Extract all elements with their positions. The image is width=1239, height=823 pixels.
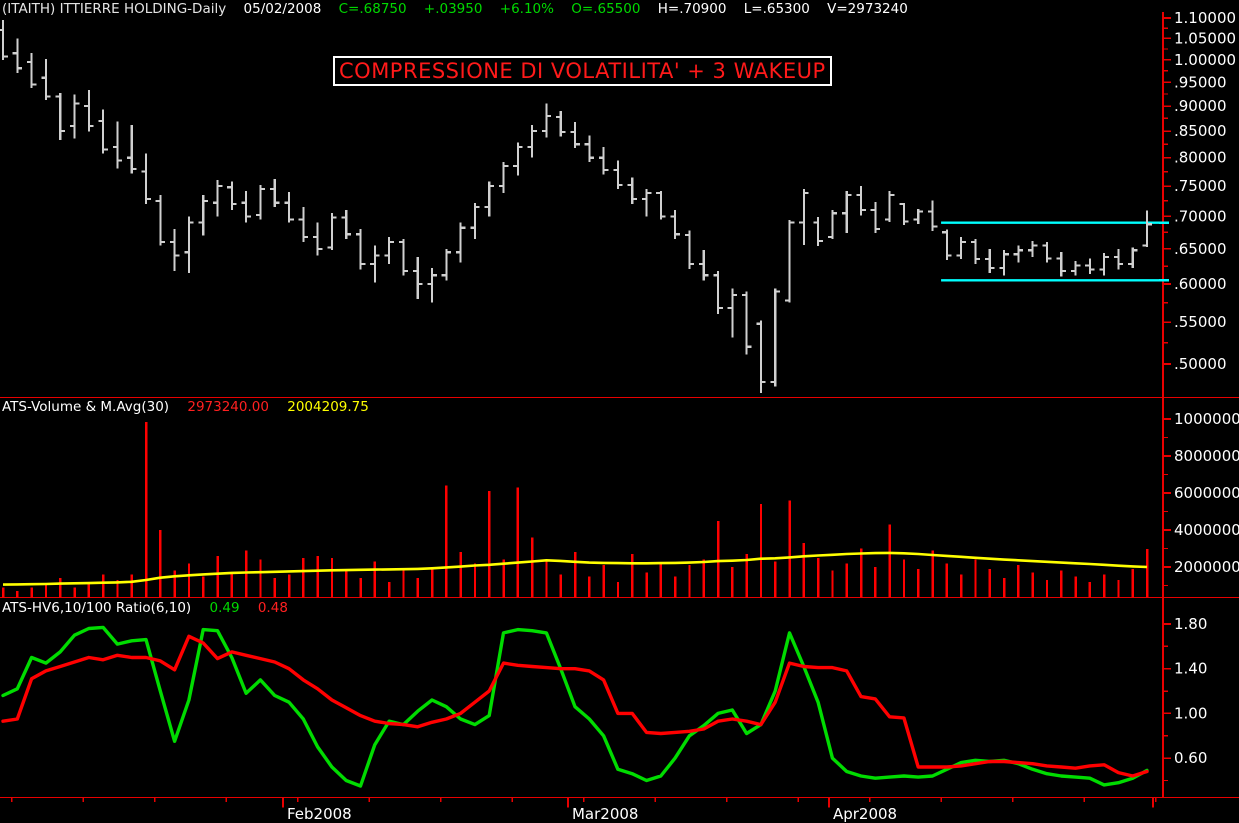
svg-text:4000000: 4000000 xyxy=(1174,521,1239,539)
svg-text:1.10000: 1.10000 xyxy=(1174,9,1236,27)
svg-text:.50000: .50000 xyxy=(1174,355,1227,373)
volume-ma-value: 2004209.75 xyxy=(287,399,369,415)
svg-text:8000000: 8000000 xyxy=(1174,447,1239,465)
volume-pane-title: ATS-Volume & M.Avg(30) xyxy=(2,399,170,415)
svg-text:.55000: .55000 xyxy=(1174,313,1227,331)
header-high: H=.70900 xyxy=(657,1,727,17)
volume-axis: 10000000 8000000 6000000 4000000 2000000 xyxy=(1163,410,1239,587)
svg-text:Feb2008: Feb2008 xyxy=(287,805,352,823)
trendlines xyxy=(941,221,1169,282)
svg-text:.85000: .85000 xyxy=(1174,122,1227,140)
header-change-pct: +6.10% xyxy=(499,1,554,17)
header-close: C=.68750 xyxy=(338,1,407,17)
svg-text:1.40: 1.40 xyxy=(1174,660,1207,678)
svg-text:1.00000: 1.00000 xyxy=(1174,51,1236,69)
symbol-title: (ITAITH) ITTIERRE HOLDING-Daily xyxy=(2,1,227,17)
svg-text:.75000: .75000 xyxy=(1174,177,1227,195)
svg-text:.80000: .80000 xyxy=(1174,149,1227,167)
svg-text:.90000: .90000 xyxy=(1174,97,1227,115)
ratio-pane-title: ATS-HV6,10/100 Ratio(6,10) xyxy=(2,600,192,616)
header-low: L=.65300 xyxy=(743,1,810,17)
ohlc-bars xyxy=(0,19,1152,393)
svg-text:.65000: .65000 xyxy=(1174,240,1227,258)
price-axis: 1.10000 1.05000 1.00000 .95000 .90000 .85000.… xyxy=(1163,9,1236,373)
svg-text:.70000: .70000 xyxy=(1174,207,1227,225)
svg-text:2000000: 2000000 xyxy=(1174,558,1239,576)
volume-bars xyxy=(1,421,1149,598)
ratio-green-value: 0.49 xyxy=(209,600,240,616)
header-open: O=.65500 xyxy=(571,1,641,17)
ratio-pane-header: ATS-HV6,10/100 Ratio(6,10) 0.49 0.48 xyxy=(2,600,302,616)
annotation-label: COMPRESSIONE DI VOLATILITA' + 3 WAKEUP xyxy=(339,59,826,83)
svg-text:.60000: .60000 xyxy=(1174,275,1227,293)
header-date: 05/02/2008 xyxy=(243,1,322,17)
svg-text:6000000: 6000000 xyxy=(1174,484,1239,502)
ratio-axis: 1.80 1.40 1.00 0.60 xyxy=(1163,615,1207,782)
volume-ma-line xyxy=(2,551,1148,586)
chart-header: (ITAITH) ITTIERRE HOLDING-Daily 05/02/20… xyxy=(2,1,921,17)
svg-text:.95000: .95000 xyxy=(1174,73,1227,91)
svg-text:0.60: 0.60 xyxy=(1174,749,1207,767)
svg-text:Apr2008: Apr2008 xyxy=(833,805,897,823)
header-change: +.03950 xyxy=(423,1,483,17)
header-volume: V=2973240 xyxy=(827,1,908,17)
ratio-red-value: 0.48 xyxy=(257,600,288,616)
svg-text:1.05000: 1.05000 xyxy=(1174,29,1236,47)
HV10-ratio-line xyxy=(1,634,1149,778)
svg-text:10000000: 10000000 xyxy=(1174,410,1239,428)
svg-text:1.80: 1.80 xyxy=(1174,615,1207,633)
svg-text:1.00: 1.00 xyxy=(1174,704,1207,722)
volume-last-value: 2973240.00 xyxy=(187,399,269,415)
volume-pane-header: ATS-Volume & M.Avg(30) 2973240.00 200420… xyxy=(2,399,383,415)
time-axis: Feb2008 Mar2008 Apr2008 xyxy=(10,797,1157,823)
svg-text:Mar2008: Mar2008 xyxy=(572,805,638,823)
annotation-text-box[interactable]: COMPRESSIONE DI VOLATILITA' + 3 WAKEUP xyxy=(333,56,832,86)
